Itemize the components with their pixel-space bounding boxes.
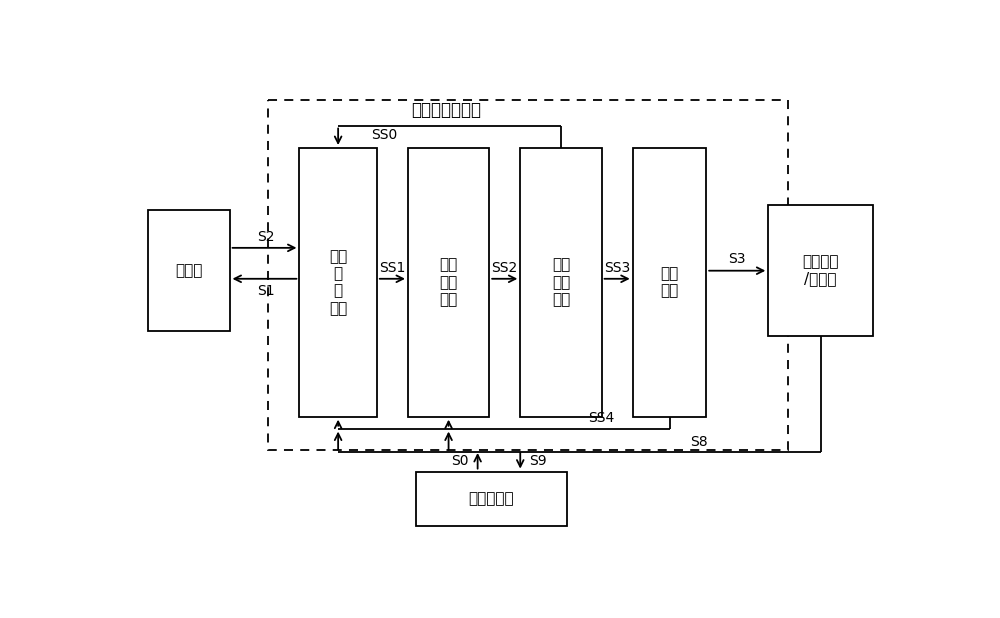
Text: 组态
管理
单元: 组态 管理 单元 bbox=[439, 258, 458, 307]
Text: 数据
订
阅
单元: 数据 订 阅 单元 bbox=[329, 249, 347, 316]
Bar bbox=[416, 472, 567, 526]
Text: SS1: SS1 bbox=[379, 261, 406, 275]
Text: SS4: SS4 bbox=[588, 411, 615, 425]
Text: SS0: SS0 bbox=[372, 127, 398, 142]
Text: 报警
判断
单元: 报警 判断 单元 bbox=[552, 258, 570, 307]
Bar bbox=[148, 210, 230, 331]
Text: S0: S0 bbox=[451, 454, 469, 468]
Bar bbox=[633, 148, 706, 417]
Text: S2: S2 bbox=[257, 230, 275, 244]
Bar bbox=[299, 148, 377, 417]
Text: S3: S3 bbox=[728, 252, 746, 266]
Bar bbox=[520, 148, 602, 417]
Text: S8: S8 bbox=[690, 434, 707, 449]
Text: 监控管理人: 监控管理人 bbox=[468, 491, 514, 506]
Bar bbox=[268, 100, 788, 450]
Text: SS3: SS3 bbox=[604, 261, 630, 275]
Text: 系统平台计算机: 系统平台计算机 bbox=[412, 101, 482, 119]
Text: 工作站: 工作站 bbox=[175, 263, 203, 278]
Text: 通知
单元: 通知 单元 bbox=[660, 266, 679, 298]
Text: S9: S9 bbox=[529, 454, 547, 468]
Text: 信息发送
/接收器: 信息发送 /接收器 bbox=[802, 254, 839, 287]
Text: SS2: SS2 bbox=[492, 261, 518, 275]
Text: S1: S1 bbox=[257, 284, 275, 298]
Bar bbox=[768, 205, 873, 336]
Bar bbox=[408, 148, 489, 417]
